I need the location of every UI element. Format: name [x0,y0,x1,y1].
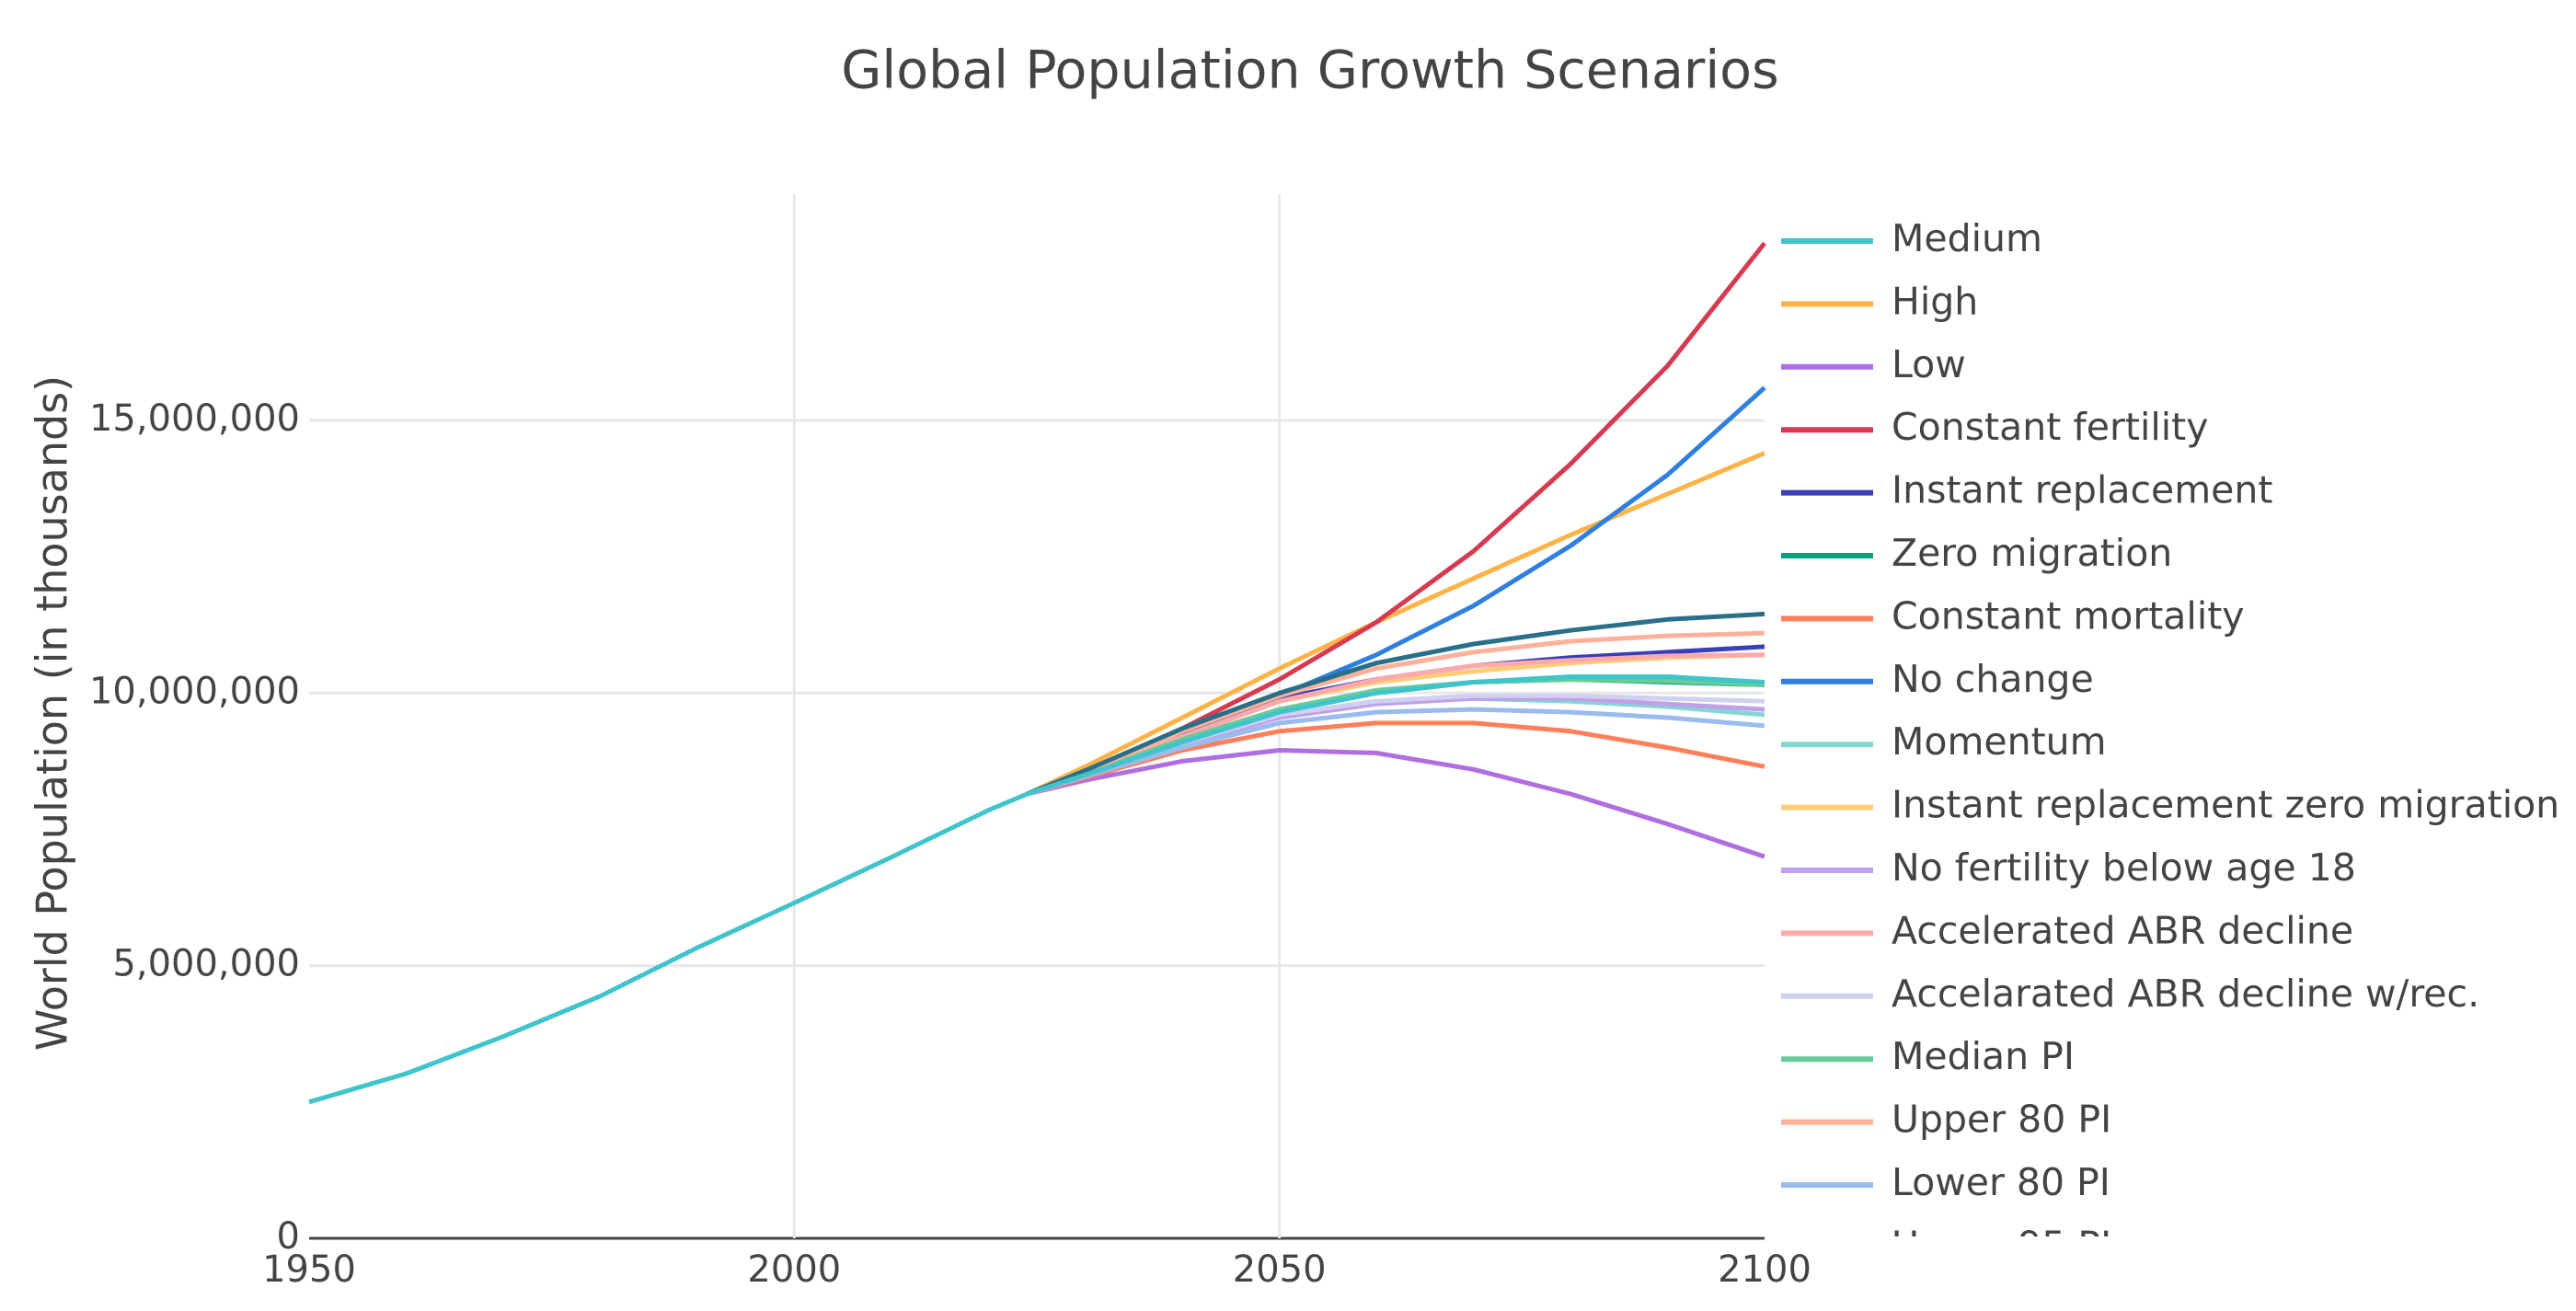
y-tick-label: 10,000,000 [89,670,300,712]
x-tick-label: 2100 [1718,1248,1811,1291]
series-line [1026,748,1765,859]
series-line [1026,611,1765,797]
legend-label: Low [1892,342,1966,386]
y-tick-label: 5,000,000 [112,943,300,985]
chart-title: Global Population Growth Scenarios [841,40,1778,101]
x-tick-label: 1950 [262,1248,356,1291]
legend-label: High [1892,279,1978,323]
legend-label: Constant fertility [1892,405,2208,449]
plot-lines [308,241,1766,1105]
y-tick-label: 0 [277,1215,300,1258]
x-tick-label: 2000 [747,1248,841,1291]
legend-label: Upper 80 PI [1892,1098,2111,1142]
legend-label: Constant mortality [1892,593,2245,638]
legend-label: Medium [1892,216,2042,260]
series-line [1026,707,1765,797]
legend-label: No fertility below age 18 [1892,845,2356,890]
series-line [308,674,1765,1105]
grid [309,194,1765,1240]
legend-label: Upper 95 PI [1892,1223,2111,1267]
legend-label: Lower 80 PI [1892,1160,2110,1204]
series-line [1026,451,1765,797]
legend: Medium High Low Constant fertility Instant r… [1781,216,2559,1267]
legend-label: No change [1892,657,2094,701]
legend-label: Instant replacement zero migration [1892,783,2559,827]
legend-label: Median PI [1892,1034,2075,1078]
y-axis-title: World Population (in thousands) [28,375,77,1051]
x-tick-label: 2050 [1233,1248,1327,1291]
series-line [1026,385,1766,797]
legend-label: Accelarated ABR decline w/rec. [1892,972,2479,1016]
y-tick-label: 15,000,000 [89,397,300,440]
legend-label: Zero migration [1892,531,2172,575]
legend-label: Momentum [1892,719,2107,764]
legend-label: Accelerated ABR decline [1892,908,2353,952]
legend-label: Instant replacement [1892,468,2272,512]
